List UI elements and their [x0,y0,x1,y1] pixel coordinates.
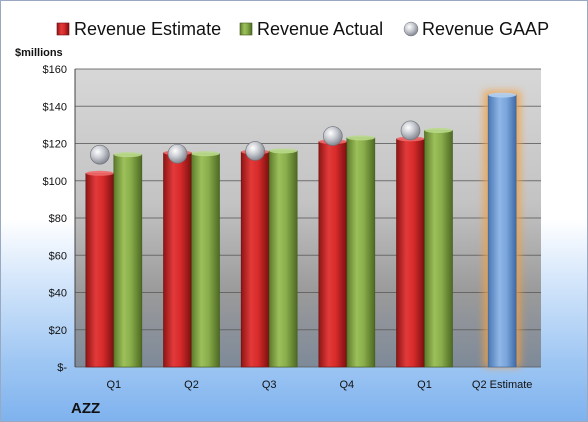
revenue-estimate-bar [318,141,348,368]
legend-label: Revenue Actual [257,19,383,39]
revenue-actual-bar [113,154,143,368]
x-tick-label: Q2 Estimate [472,379,533,391]
legend: Revenue Estimate Revenue Actual Revenue GA… [56,19,549,39]
x-tick-label: Q3 [262,379,277,391]
bar-cap [113,152,142,158]
y-axis-unit-label: $millions [15,47,63,59]
y-tick-label: $80 [49,213,67,225]
ticker-label: AZZ [71,400,100,417]
revenue-gaap-marker [400,120,421,141]
x-tick-label: Q1 [106,379,121,391]
y-tick-label: $140 [43,101,67,113]
bar-cap [191,151,220,157]
bar-cap [424,127,453,133]
x-tick-label: Q2 [184,379,199,391]
revenue-actual-bar [424,130,453,368]
revenue-gaap-marker [323,126,343,146]
bar-cap [346,135,375,141]
y-axis-ticks: $- $20 $40 $60 $80 $100 $120 $140 $160 [43,64,68,374]
bar-cap [269,148,298,154]
y-tick-label: $120 [43,139,67,151]
revenue-estimate-bar [396,138,425,368]
legend-gaap-swatch [403,21,419,37]
revenue-projection-bar [487,94,517,368]
legend-actual-swatch [239,22,253,36]
gridlines [74,68,541,368]
revenue-estimate-bar [85,173,115,368]
revenue-estimate-bar [240,151,270,368]
y-tick-label: $40 [49,288,67,300]
bars [85,91,521,368]
y-tick-label: $20 [49,325,67,337]
y-tick-label: $60 [49,250,67,262]
bar-cap [488,92,517,98]
legend-label: Revenue GAAP [422,19,549,39]
revenue-gaap-marker [245,141,265,161]
y-tick-label: $160 [43,64,67,76]
bar-cap [85,170,114,176]
revenue-actual-bar [268,150,298,368]
x-axis-ticks: Q1 Q2 Q3 Q4 Q1 Q2 Estimate [106,379,532,391]
legend-estimate-swatch [56,22,70,36]
revenue-gaap-marker [90,144,110,165]
revenue-estimate-bar [163,152,192,368]
revenue-actual-bar [191,153,220,368]
revenue-actual-bar [346,137,376,368]
gaap-markers [90,120,421,165]
revenue-gaap-marker [167,143,188,164]
legend-label: Revenue Estimate [74,19,221,39]
x-tick-label: Q4 [339,379,354,391]
y-tick-label: $- [57,362,67,374]
x-tick-label: Q1 [417,379,432,391]
y-tick-label: $100 [43,176,67,188]
